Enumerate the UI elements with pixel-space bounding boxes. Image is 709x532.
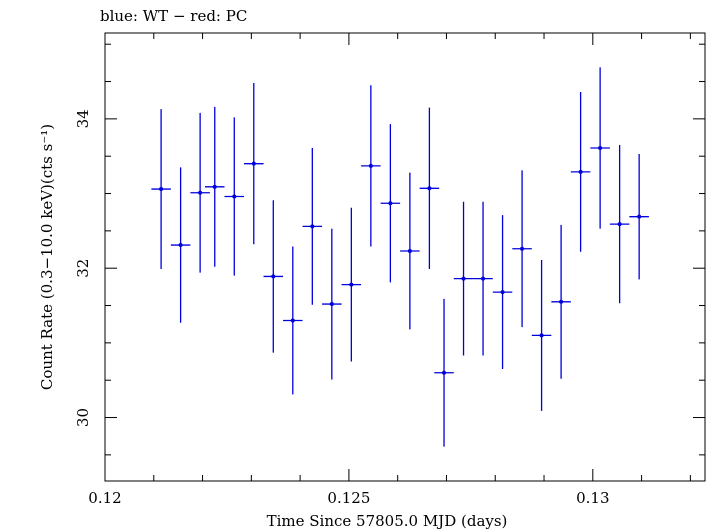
x-tick-label: 0.125 xyxy=(327,489,370,507)
data-point xyxy=(461,276,466,281)
data-point xyxy=(637,214,642,219)
data-point xyxy=(178,243,183,248)
data-point xyxy=(442,370,447,375)
data-point xyxy=(271,274,276,279)
data-point xyxy=(559,299,564,304)
data-point xyxy=(388,201,393,206)
data-point xyxy=(159,187,164,192)
chart-title: blue: WT − red: PC xyxy=(100,7,247,25)
data-point xyxy=(310,224,315,229)
x-tick-label: 0.13 xyxy=(576,489,609,507)
data-point xyxy=(427,186,432,191)
y-tick-label: 34 xyxy=(74,109,92,128)
data-point xyxy=(617,222,622,227)
data-point xyxy=(349,282,354,287)
x-axis-ticks: 0.12 0.125 0.13 xyxy=(88,33,691,507)
x-tick-label: 0.12 xyxy=(88,489,121,507)
data-point xyxy=(407,249,412,254)
data-point xyxy=(329,302,334,307)
data-point xyxy=(500,290,505,295)
y-axis-label: Count Rate (0.3−10.0 keV)(cts s⁻¹) xyxy=(38,124,56,390)
x-axis-label: Time Since 57805.0 MJD (days) xyxy=(267,512,508,530)
data-point xyxy=(198,190,203,195)
data-point xyxy=(232,194,237,199)
data-point xyxy=(251,161,256,166)
plot-frame xyxy=(104,32,706,482)
y-tick-label: 30 xyxy=(74,408,92,427)
data-point xyxy=(212,184,217,189)
y-axis-ticks: 30 32 34 xyxy=(74,43,705,456)
data-point xyxy=(578,169,583,174)
y-tick-label: 32 xyxy=(74,259,92,278)
data-point xyxy=(368,163,373,168)
data-points xyxy=(151,67,649,447)
data-point xyxy=(520,246,525,251)
data-point xyxy=(539,333,544,338)
data-point xyxy=(481,276,486,281)
data-point xyxy=(290,318,295,323)
data-point xyxy=(598,145,603,150)
